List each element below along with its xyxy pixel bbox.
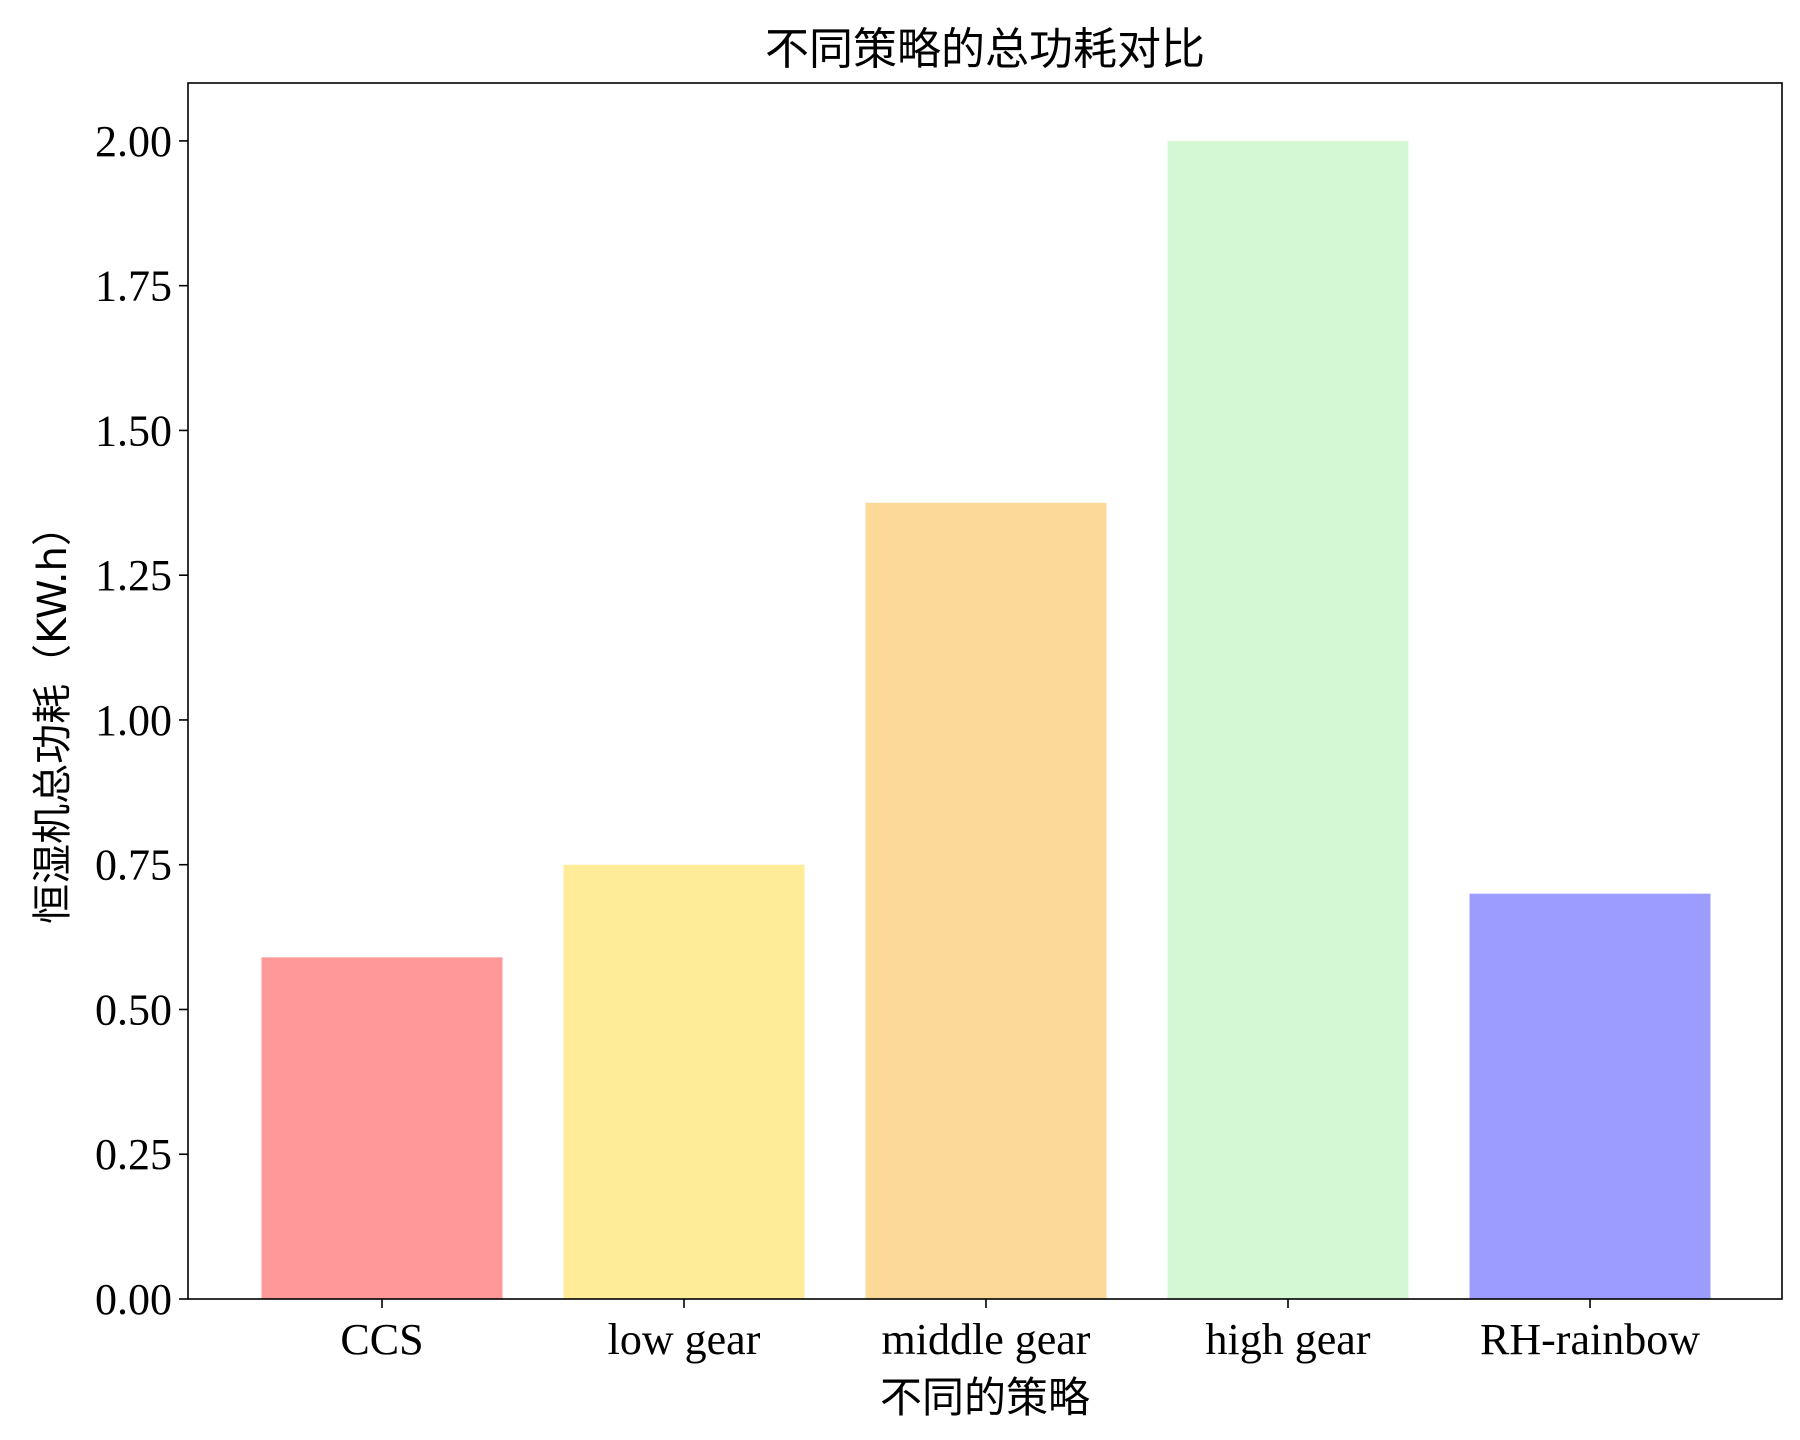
y-tick-label: 2.00	[95, 117, 172, 166]
y-tick-label: 1.50	[95, 406, 172, 455]
y-tick-label: 1.75	[95, 262, 172, 311]
x-axis-label: 不同的策略	[880, 1373, 1090, 1422]
y-tick-label: 0.00	[95, 1275, 172, 1324]
plot-frame	[187, 82, 1783, 1300]
x-tick-label: CCS	[340, 1315, 423, 1364]
chart-title: 不同策略的总功耗对比	[765, 24, 1205, 75]
y-tick-label: 0.50	[95, 985, 172, 1034]
x-tick-label: middle gear	[882, 1315, 1091, 1364]
x-tick-label: high gear	[1206, 1315, 1371, 1364]
x-tick-label: low gear	[608, 1315, 761, 1364]
bar-low-gear	[563, 864, 805, 1299]
bar-rh-rainbow	[1469, 893, 1711, 1299]
bar-high-gear	[1167, 140, 1409, 1299]
y-tick-label: 0.25	[95, 1130, 172, 1179]
bar-ccs	[261, 957, 503, 1299]
bars-group	[261, 140, 1711, 1299]
x-axis: CCS low gear middle gear high gear RH-rainbo…	[340, 1299, 1700, 1364]
y-tick-label: 1.25	[95, 551, 172, 600]
bar-middle-gear	[865, 502, 1107, 1299]
y-axis-label: 恒湿机总功耗（KW.h）	[30, 506, 76, 924]
y-axis: 0.00 0.25 0.50 0.75 1.00 1.25 1.50 1.75 2.00	[95, 117, 188, 1324]
y-tick-label: 0.75	[95, 841, 172, 890]
x-tick-label: RH-rainbow	[1480, 1315, 1700, 1364]
y-tick-label: 1.00	[95, 696, 172, 745]
